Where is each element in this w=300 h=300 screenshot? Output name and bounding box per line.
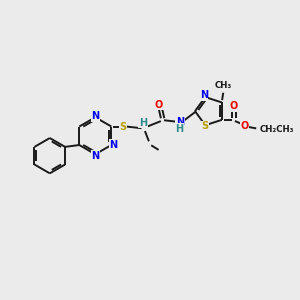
- Text: O: O: [240, 121, 248, 130]
- Text: H: H: [139, 118, 147, 128]
- Text: N: N: [91, 111, 99, 122]
- Text: S: S: [202, 122, 209, 131]
- Text: O: O: [230, 101, 238, 111]
- Text: N: N: [91, 151, 99, 161]
- Text: N: N: [176, 117, 184, 127]
- Text: CH₂CH₃: CH₂CH₃: [260, 125, 294, 134]
- Text: N: N: [200, 90, 208, 100]
- Text: CH₃: CH₃: [214, 81, 232, 90]
- Text: S: S: [120, 122, 127, 131]
- Text: H: H: [175, 124, 183, 134]
- Text: O: O: [155, 100, 163, 110]
- Text: N: N: [110, 140, 118, 150]
